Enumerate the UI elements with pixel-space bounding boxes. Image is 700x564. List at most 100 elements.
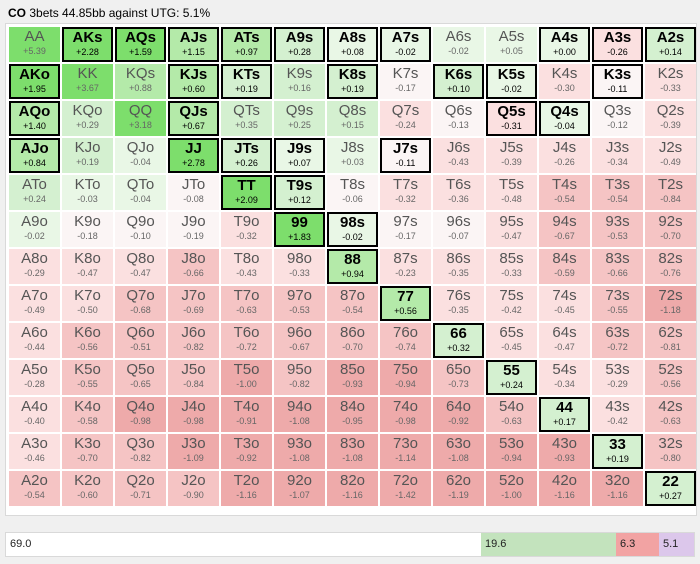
hand-cell[interactable]: Q8s +0.15 (327, 101, 378, 136)
hand-cell[interactable]: T5s -0.48 (486, 175, 537, 210)
hand-cell[interactable]: 74s -0.45 (539, 286, 590, 321)
hand-cell[interactable]: Q2s -0.39 (645, 101, 696, 136)
hand-cell[interactable]: A8s +0.08 (327, 27, 378, 62)
hand-cell[interactable]: Q2o -0.71 (115, 471, 166, 506)
hand-cell[interactable]: J4s -0.26 (539, 138, 590, 173)
hand-cell[interactable]: J5s -0.39 (486, 138, 537, 173)
hand-cell[interactable]: AKo +1.95 (9, 64, 60, 99)
hand-cell[interactable]: J4o -0.98 (168, 397, 219, 432)
hand-cell[interactable]: 93s -0.53 (592, 212, 643, 247)
hand-cell[interactable]: 54s -0.34 (539, 360, 590, 395)
hand-cell[interactable]: 66 +0.32 (433, 323, 484, 358)
hand-cell[interactable]: 84o -0.95 (327, 397, 378, 432)
hand-cell[interactable]: AQs +1.59 (115, 27, 166, 62)
hand-cell[interactable]: QJs +0.67 (168, 101, 219, 136)
hand-cell[interactable]: KJs +0.60 (168, 64, 219, 99)
hand-cell[interactable]: T7o -0.63 (221, 286, 272, 321)
hand-cell[interactable]: 85o -0.93 (327, 360, 378, 395)
hand-cell[interactable]: 95o -0.82 (274, 360, 325, 395)
hand-cell[interactable]: T3s -0.54 (592, 175, 643, 210)
hand-cell[interactable]: 92o -1.07 (274, 471, 325, 506)
hand-cell[interactable]: A8o -0.29 (9, 249, 60, 284)
hand-cell[interactable]: K6s +0.10 (433, 64, 484, 99)
hand-cell[interactable]: 99 +1.83 (274, 212, 325, 247)
hand-cell[interactable]: Q3s -0.12 (592, 101, 643, 136)
hand-cell[interactable]: K9s +0.16 (274, 64, 325, 99)
hand-cell[interactable]: J7s -0.11 (380, 138, 431, 173)
hand-cell[interactable]: 87o -0.54 (327, 286, 378, 321)
hand-cell[interactable]: 88 +0.94 (327, 249, 378, 284)
hand-cell[interactable]: 86s -0.35 (433, 249, 484, 284)
hand-cell[interactable]: T9s +0.12 (274, 175, 325, 210)
hand-cell[interactable]: A3o -0.46 (9, 434, 60, 469)
hand-cell[interactable]: 43o -0.93 (539, 434, 590, 469)
hand-cell[interactable]: J2o -0.90 (168, 471, 219, 506)
hand-cell[interactable]: 44 +0.17 (539, 397, 590, 432)
hand-cell[interactable]: 98o -0.33 (274, 249, 325, 284)
hand-cell[interactable]: 93o -1.08 (274, 434, 325, 469)
hand-cell[interactable]: 85s -0.33 (486, 249, 537, 284)
hand-cell[interactable]: K8s +0.19 (327, 64, 378, 99)
hand-cell[interactable]: 53o -0.94 (486, 434, 537, 469)
hand-cell[interactable]: 54o -0.63 (486, 397, 537, 432)
hand-cell[interactable]: T2s -0.84 (645, 175, 696, 210)
hand-cell[interactable]: Q4s -0.04 (539, 101, 590, 136)
hand-cell[interactable]: A2s +0.14 (645, 27, 696, 62)
hand-cell[interactable]: J6s -0.43 (433, 138, 484, 173)
hand-cell[interactable]: KTs +0.19 (221, 64, 272, 99)
hand-cell[interactable]: Q4o -0.98 (115, 397, 166, 432)
hand-cell[interactable]: A9o -0.02 (9, 212, 60, 247)
hand-cell[interactable]: JTs +0.26 (221, 138, 272, 173)
hand-cell[interactable]: 95s -0.47 (486, 212, 537, 247)
hand-cell[interactable]: K2o -0.60 (62, 471, 113, 506)
hand-cell[interactable]: A4o -0.40 (9, 397, 60, 432)
hand-cell[interactable]: 64s -0.47 (539, 323, 590, 358)
hand-cell[interactable]: 72s -1.18 (645, 286, 696, 321)
hand-cell[interactable]: T8s -0.06 (327, 175, 378, 210)
hand-cell[interactable]: ATo +0.24 (9, 175, 60, 210)
hand-cell[interactable]: A5o -0.28 (9, 360, 60, 395)
hand-cell[interactable]: 97s -0.17 (380, 212, 431, 247)
hand-cell[interactable]: J2s -0.49 (645, 138, 696, 173)
hand-cell[interactable]: 77 +0.56 (380, 286, 431, 321)
hand-cell[interactable]: QTo -0.04 (115, 175, 166, 210)
hand-cell[interactable]: 87s -0.23 (380, 249, 431, 284)
hand-cell[interactable]: 82o -1.16 (327, 471, 378, 506)
hand-cell[interactable]: 94o -1.08 (274, 397, 325, 432)
hand-cell[interactable]: 72o -1.42 (380, 471, 431, 506)
hand-cell[interactable]: K2s -0.33 (645, 64, 696, 99)
hand-cell[interactable]: J3o -1.09 (168, 434, 219, 469)
hand-cell[interactable]: KQo +0.29 (62, 101, 113, 136)
hand-cell[interactable]: K3o -0.70 (62, 434, 113, 469)
hand-cell[interactable]: A9s +0.28 (274, 27, 325, 62)
hand-cell[interactable]: 83s -0.66 (592, 249, 643, 284)
hand-cell[interactable]: J9s +0.07 (274, 138, 325, 173)
hand-cell[interactable]: KQs +0.88 (115, 64, 166, 99)
hand-cell[interactable]: 53s -0.29 (592, 360, 643, 395)
hand-cell[interactable]: 73s -0.55 (592, 286, 643, 321)
hand-cell[interactable]: K5s -0.02 (486, 64, 537, 99)
hand-cell[interactable]: Q9s +0.25 (274, 101, 325, 136)
hand-cell[interactable]: 33 +0.19 (592, 434, 643, 469)
hand-cell[interactable]: 76o -0.74 (380, 323, 431, 358)
hand-cell[interactable]: 76s -0.35 (433, 286, 484, 321)
hand-cell[interactable]: 43s -0.42 (592, 397, 643, 432)
hand-cell[interactable]: Q6s -0.13 (433, 101, 484, 136)
hand-cell[interactable]: QJo -0.04 (115, 138, 166, 173)
hand-cell[interactable]: 65s -0.45 (486, 323, 537, 358)
hand-cell[interactable]: 64o -0.92 (433, 397, 484, 432)
hand-cell[interactable]: 96o -0.67 (274, 323, 325, 358)
hand-cell[interactable]: ATs +0.97 (221, 27, 272, 62)
hand-cell[interactable]: KJo +0.19 (62, 138, 113, 173)
hand-cell[interactable]: 32s -0.80 (645, 434, 696, 469)
hand-cell[interactable]: 73o -1.14 (380, 434, 431, 469)
hand-cell[interactable]: J5o -0.84 (168, 360, 219, 395)
hand-cell[interactable]: 75s -0.42 (486, 286, 537, 321)
hand-cell[interactable]: T4s -0.54 (539, 175, 590, 210)
hand-cell[interactable]: Q9o -0.10 (115, 212, 166, 247)
hand-cell[interactable]: Q7o -0.68 (115, 286, 166, 321)
hand-cell[interactable]: J8s +0.03 (327, 138, 378, 173)
hand-cell[interactable]: 32o -1.16 (592, 471, 643, 506)
hand-cell[interactable]: T4o -0.91 (221, 397, 272, 432)
hand-cell[interactable]: K7o -0.50 (62, 286, 113, 321)
